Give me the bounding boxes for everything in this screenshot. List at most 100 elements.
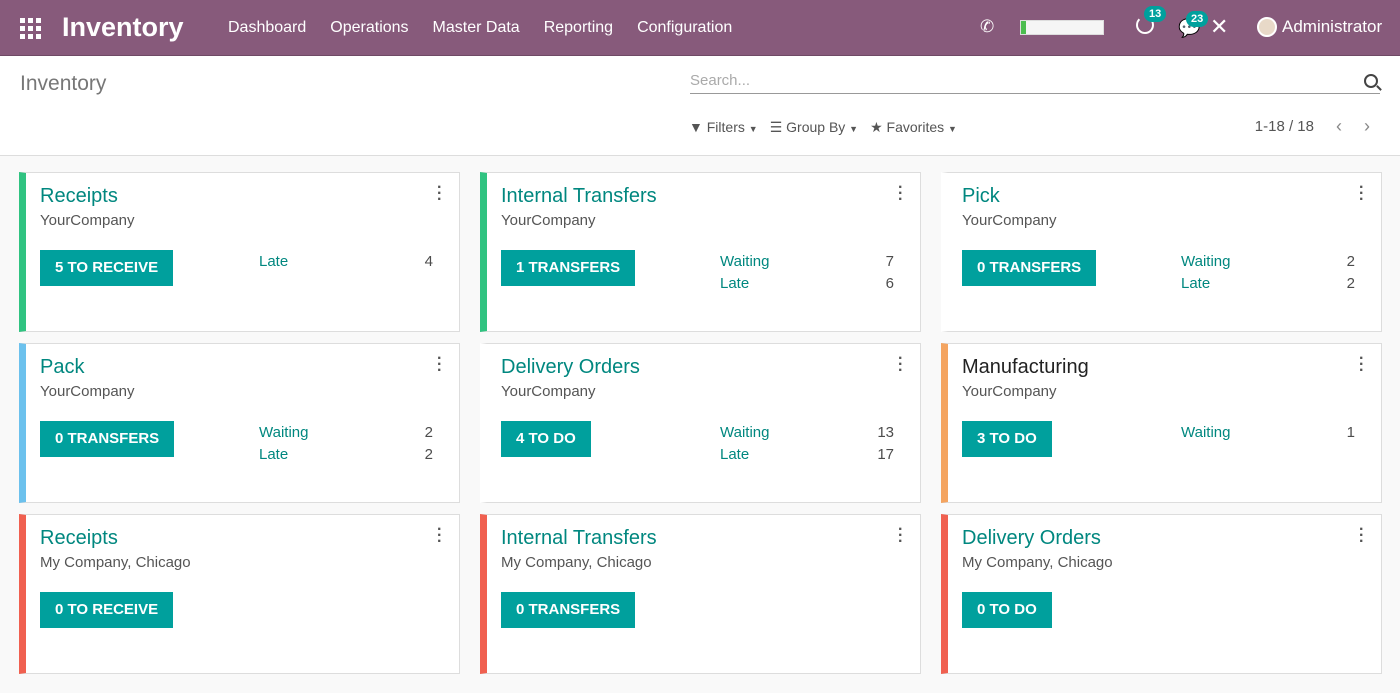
activity-badge: 13 bbox=[1144, 6, 1167, 22]
list-icon: ☰ bbox=[769, 119, 783, 135]
card-action-button[interactable]: 0 TO RECEIVE bbox=[40, 592, 174, 628]
favorites-label: Favorites bbox=[886, 119, 945, 135]
card-action-button[interactable]: 0 TRANSFERS bbox=[962, 250, 1097, 286]
search-input[interactable] bbox=[690, 72, 1350, 89]
menu-configuration[interactable]: Configuration bbox=[637, 19, 733, 36]
pager-value[interactable]: 1-18 / 18 bbox=[1254, 118, 1314, 135]
filters-label: Filters bbox=[706, 119, 745, 135]
stat-value: 6 bbox=[885, 275, 894, 292]
phone-icon[interactable]: ✆ bbox=[980, 17, 995, 36]
stat-value: 2 bbox=[424, 424, 433, 441]
menu-operations[interactable]: Operations bbox=[330, 19, 409, 36]
kebab-menu-icon[interactable]: · · · bbox=[437, 350, 443, 379]
kebab-menu-icon[interactable]: · · · bbox=[898, 179, 904, 208]
control-panel: Inventory ▼ Filters ▼ ☰ Group By ▼ ★ Fav… bbox=[0, 56, 1400, 156]
stat-row[interactable]: Late 4 bbox=[259, 253, 433, 275]
card-company: YourCompany bbox=[962, 212, 1057, 229]
card-stats: Waiting 7 Late 6 bbox=[720, 253, 894, 297]
messages-icon[interactable]: 💬 23 bbox=[1178, 11, 1209, 39]
kebab-menu-icon[interactable]: · · · bbox=[437, 179, 443, 208]
card-title[interactable]: Internal Transfers bbox=[501, 185, 657, 207]
stat-row[interactable]: Waiting 1 bbox=[1181, 424, 1355, 446]
stat-label[interactable]: Waiting bbox=[259, 424, 309, 441]
activity-icon[interactable]: 13 bbox=[1136, 6, 1167, 34]
card-stats: Waiting 2 Late 2 bbox=[1181, 253, 1355, 297]
chevron-left-icon[interactable]: ‹ bbox=[1336, 116, 1342, 136]
stat-label[interactable]: Waiting bbox=[720, 253, 770, 270]
card-action-button[interactable]: 3 TO DO bbox=[962, 421, 1052, 457]
kebab-menu-icon[interactable]: · · · bbox=[898, 350, 904, 379]
card-stats: Waiting 2 Late 2 bbox=[259, 424, 433, 468]
card-title[interactable]: Internal Transfers bbox=[501, 527, 657, 549]
card-action-button[interactable]: 0 TRANSFERS bbox=[40, 421, 175, 457]
stat-row[interactable]: Late 2 bbox=[1181, 275, 1355, 297]
progress-bar[interactable] bbox=[1020, 20, 1104, 35]
card-title[interactable]: Delivery Orders bbox=[962, 527, 1101, 549]
stat-label[interactable]: Waiting bbox=[720, 424, 770, 441]
stat-label[interactable]: Late bbox=[1181, 275, 1211, 292]
card-title[interactable]: Delivery Orders bbox=[501, 356, 640, 378]
card-company: YourCompany bbox=[40, 383, 135, 400]
card-action-button[interactable]: 4 TO DO bbox=[501, 421, 591, 457]
kebab-menu-icon[interactable]: · · · bbox=[1359, 350, 1365, 379]
top-navbar: Inventory Dashboard Operations Master Da… bbox=[0, 0, 1400, 56]
progress-fill bbox=[1021, 21, 1026, 34]
card-company: YourCompany bbox=[962, 383, 1057, 400]
search-box bbox=[690, 72, 1380, 94]
stat-row[interactable]: Waiting 7 bbox=[720, 253, 894, 275]
group-by-label: Group By bbox=[786, 119, 846, 135]
stat-label[interactable]: Waiting bbox=[1181, 253, 1231, 270]
stat-value: 7 bbox=[885, 253, 894, 270]
chevron-right-icon[interactable]: › bbox=[1364, 116, 1370, 136]
card-title[interactable]: Pack bbox=[40, 356, 85, 378]
stat-value: 17 bbox=[877, 446, 894, 463]
main-menu: Dashboard Operations Master Data Reporti… bbox=[228, 19, 732, 37]
stat-row[interactable]: Waiting 13 bbox=[720, 424, 894, 446]
stat-label[interactable]: Late bbox=[259, 446, 289, 463]
card-stats: Waiting 13 Late 17 bbox=[720, 424, 894, 468]
kanban-cards: Receipts YourCompany · · · 5 TO RECEIVE La… bbox=[19, 172, 1382, 674]
stat-row[interactable]: Late 2 bbox=[259, 446, 433, 468]
caret-down-icon: ▼ bbox=[948, 124, 957, 134]
card-company: YourCompany bbox=[501, 383, 596, 400]
card-company: My Company, Chicago bbox=[501, 554, 652, 571]
card-title[interactable]: Receipts bbox=[40, 185, 118, 207]
card-action-button[interactable]: 0 TRANSFERS bbox=[501, 592, 636, 628]
stat-label[interactable]: Waiting bbox=[1181, 424, 1231, 441]
apps-grid-icon[interactable] bbox=[20, 18, 41, 39]
kebab-menu-icon[interactable]: · · · bbox=[437, 521, 443, 550]
card-title[interactable]: Receipts bbox=[40, 527, 118, 549]
menu-master-data[interactable]: Master Data bbox=[432, 19, 520, 36]
stat-row[interactable]: Late 17 bbox=[720, 446, 894, 468]
caret-down-icon: ▼ bbox=[849, 124, 859, 134]
group-by-button[interactable]: ☰ Group By ▼ bbox=[770, 119, 858, 136]
stat-row[interactable]: Waiting 2 bbox=[259, 424, 433, 446]
menu-reporting[interactable]: Reporting bbox=[543, 19, 614, 36]
kebab-menu-icon[interactable]: · · · bbox=[898, 521, 904, 550]
stat-value: 2 bbox=[1346, 275, 1355, 292]
stat-label[interactable]: Late bbox=[720, 275, 750, 292]
user-name: Administrator bbox=[1282, 17, 1383, 36]
card-title[interactable]: Manufacturing bbox=[962, 356, 1089, 378]
avatar bbox=[1257, 17, 1277, 37]
stat-label[interactable]: Late bbox=[259, 253, 289, 270]
operation-card: Internal Transfers YourCompany · · · 1 TRA… bbox=[480, 172, 921, 332]
stat-row[interactable]: Waiting 2 bbox=[1181, 253, 1355, 275]
stat-value: 2 bbox=[1346, 253, 1355, 270]
card-action-button[interactable]: 1 TRANSFERS bbox=[501, 250, 636, 286]
search-icon[interactable] bbox=[1364, 74, 1378, 88]
stat-label[interactable]: Late bbox=[720, 446, 750, 463]
debug-tools-icon[interactable]: ✕ bbox=[1210, 14, 1229, 39]
menu-dashboard[interactable]: Dashboard bbox=[228, 19, 307, 36]
card-title[interactable]: Pick bbox=[962, 185, 1000, 207]
user-menu[interactable]: Administrator bbox=[1257, 17, 1382, 37]
card-action-button[interactable]: 5 TO RECEIVE bbox=[40, 250, 174, 286]
kebab-menu-icon[interactable]: · · · bbox=[1359, 521, 1365, 550]
kebab-menu-icon[interactable]: · · · bbox=[1359, 179, 1365, 208]
stat-value: 1 bbox=[1346, 424, 1355, 441]
card-action-button[interactable]: 0 TO DO bbox=[962, 592, 1052, 628]
filters-button[interactable]: ▼ Filters ▼ bbox=[689, 119, 758, 136]
stat-value: 2 bbox=[424, 446, 433, 463]
favorites-button[interactable]: ★ Favorites ▼ bbox=[870, 119, 957, 136]
stat-row[interactable]: Late 6 bbox=[720, 275, 894, 297]
